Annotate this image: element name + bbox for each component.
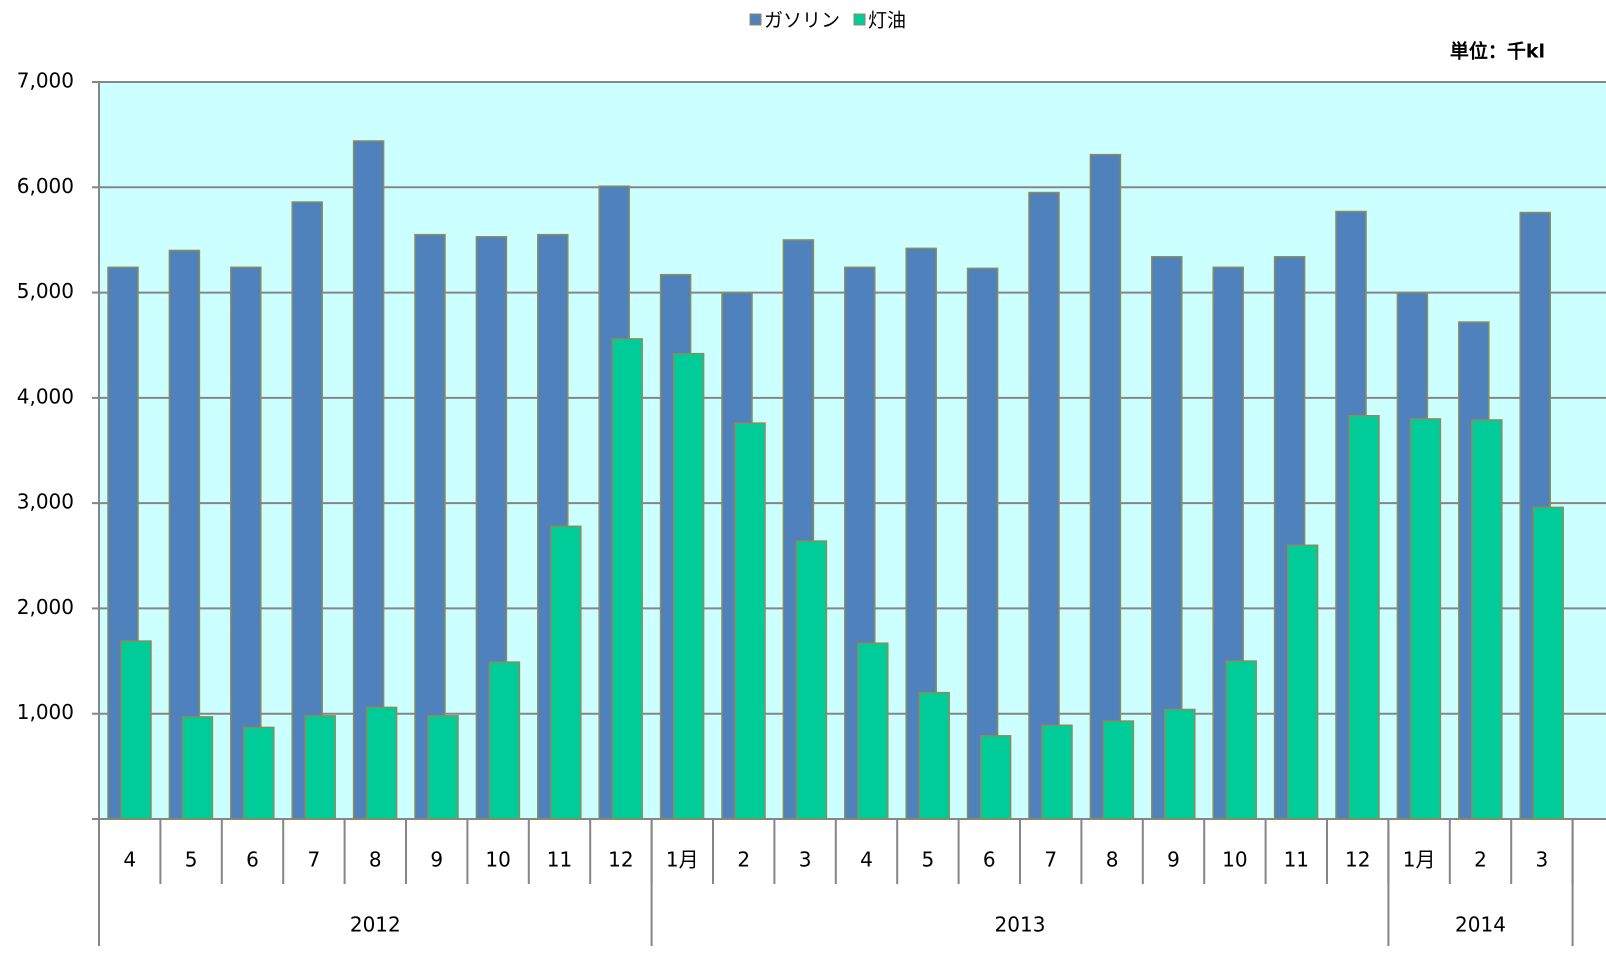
y-tick-label: 4,000 — [17, 384, 74, 408]
x-tick-label: 2 — [737, 848, 750, 872]
x-tick-label: 5 — [185, 848, 198, 872]
x-tick-label: 3 — [1536, 848, 1549, 872]
x-tick-label: 10 — [1222, 848, 1247, 872]
group-label: 2012 — [350, 913, 401, 937]
x-tick-label: 11 — [547, 848, 572, 872]
x-tick-label: 1月 — [666, 848, 699, 872]
bar — [1041, 724, 1073, 820]
bar — [1348, 415, 1380, 820]
bar — [1164, 708, 1196, 820]
bar — [1286, 544, 1319, 820]
x-tick-label: 4 — [860, 848, 873, 872]
bar — [1409, 418, 1442, 820]
x-tick-label: 2 — [1474, 848, 1487, 872]
bar — [181, 716, 214, 820]
x-tick-label: 8 — [1106, 848, 1119, 872]
x-tick-label: 6 — [983, 848, 996, 872]
bar — [365, 706, 398, 820]
legend-label: ガソリン — [764, 10, 840, 32]
bar — [427, 715, 459, 820]
bar — [672, 352, 705, 820]
bar — [243, 726, 275, 820]
y-tick-label: 5,000 — [17, 279, 74, 303]
bar — [1089, 153, 1122, 820]
x-tick-label: 4 — [123, 848, 136, 872]
x-tick-label: 10 — [485, 848, 510, 872]
y-tick-label: 3,000 — [17, 490, 74, 514]
x-tick-label: 7 — [308, 848, 321, 872]
bar — [979, 735, 1012, 820]
x-tick-label: 9 — [1167, 848, 1180, 872]
bar — [795, 540, 828, 820]
x-tick-label: 6 — [246, 848, 259, 872]
x-tick-label: 1月 — [1403, 848, 1436, 872]
bar — [1471, 419, 1503, 820]
legend-swatch — [749, 13, 762, 26]
unit-label: 単位：千kl — [1450, 40, 1545, 63]
legend-swatch — [853, 13, 866, 26]
x-tick-label: 8 — [369, 848, 382, 872]
bar — [1102, 720, 1135, 820]
x-tick-label: 12 — [1345, 848, 1370, 872]
bar — [304, 715, 336, 820]
x-tick-label: 5 — [922, 848, 935, 872]
legend-label: 灯油 — [868, 10, 906, 32]
bar — [857, 642, 889, 820]
x-tick-label: 9 — [430, 848, 443, 872]
bar — [611, 338, 643, 820]
bar — [352, 140, 385, 820]
bar — [918, 691, 950, 820]
y-tick-label: 2,000 — [17, 595, 74, 619]
y-tick-label: 6,000 — [17, 174, 74, 198]
bar — [550, 525, 582, 820]
group-label: 2013 — [995, 913, 1046, 937]
x-tick-label: 7 — [1044, 848, 1057, 872]
x-tick-label: 3 — [799, 848, 812, 872]
bar — [1028, 191, 1060, 820]
bar — [488, 661, 521, 820]
bar — [120, 640, 152, 820]
bar — [734, 422, 766, 820]
group-label: 2014 — [1455, 913, 1506, 937]
x-tick-label: 12 — [608, 848, 633, 872]
y-tick-label: 7,000 — [17, 69, 74, 93]
y-tick-label: 1,000 — [17, 700, 74, 724]
x-tick-label: 11 — [1284, 848, 1309, 872]
bar — [1532, 506, 1564, 820]
bar — [1225, 660, 1257, 820]
bar — [966, 267, 999, 820]
